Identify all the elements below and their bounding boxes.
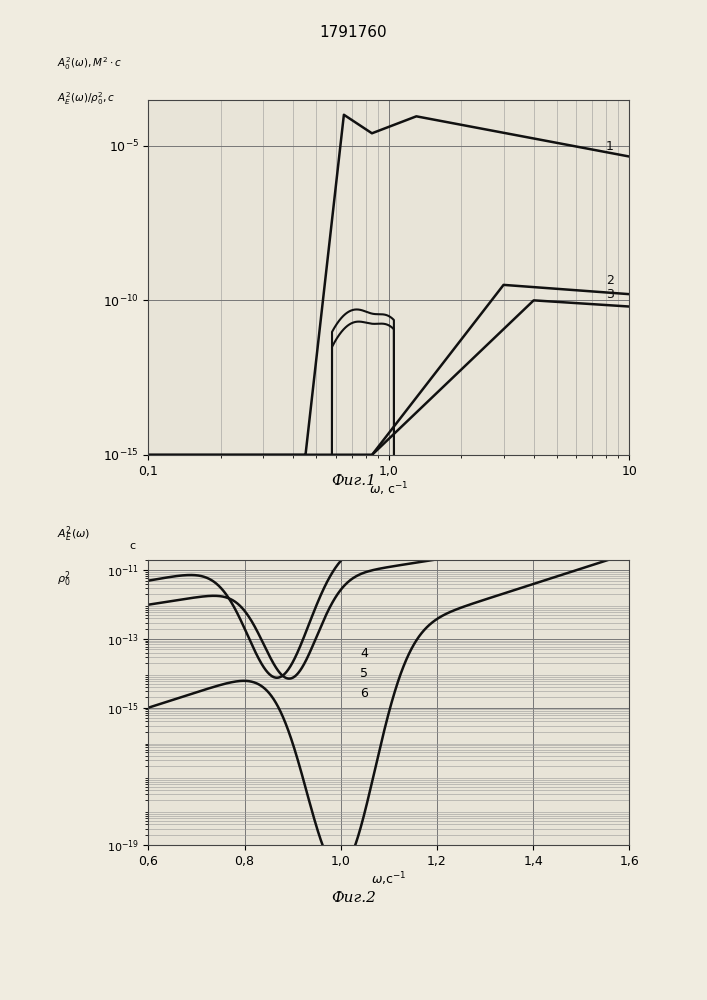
Text: Фиг.2: Фиг.2 xyxy=(331,891,376,905)
Text: $\rho_0^2$: $\rho_0^2$ xyxy=(57,570,71,589)
Text: $A_E^2(\omega)/\rho_0^2, c$: $A_E^2(\omega)/\rho_0^2, c$ xyxy=(57,90,116,107)
Text: 6: 6 xyxy=(360,687,368,700)
Text: 1: 1 xyxy=(606,140,614,153)
Text: $A_0^2(\omega), M^2\cdot c$: $A_0^2(\omega), M^2\cdot c$ xyxy=(57,55,122,72)
X-axis label: $\omega$, с$^{-1}$: $\omega$, с$^{-1}$ xyxy=(369,481,409,498)
X-axis label: $\omega$,с$^{-1}$: $\omega$,с$^{-1}$ xyxy=(371,870,407,888)
Text: 5: 5 xyxy=(360,667,368,680)
Text: с: с xyxy=(129,541,135,551)
Text: $A_E^2(\omega)$: $A_E^2(\omega)$ xyxy=(57,524,90,544)
Text: 3: 3 xyxy=(606,288,614,301)
Text: 4: 4 xyxy=(360,647,368,660)
Text: 2: 2 xyxy=(606,274,614,287)
Text: 1791760: 1791760 xyxy=(320,25,387,40)
Text: Фиг.1: Фиг.1 xyxy=(331,474,376,488)
